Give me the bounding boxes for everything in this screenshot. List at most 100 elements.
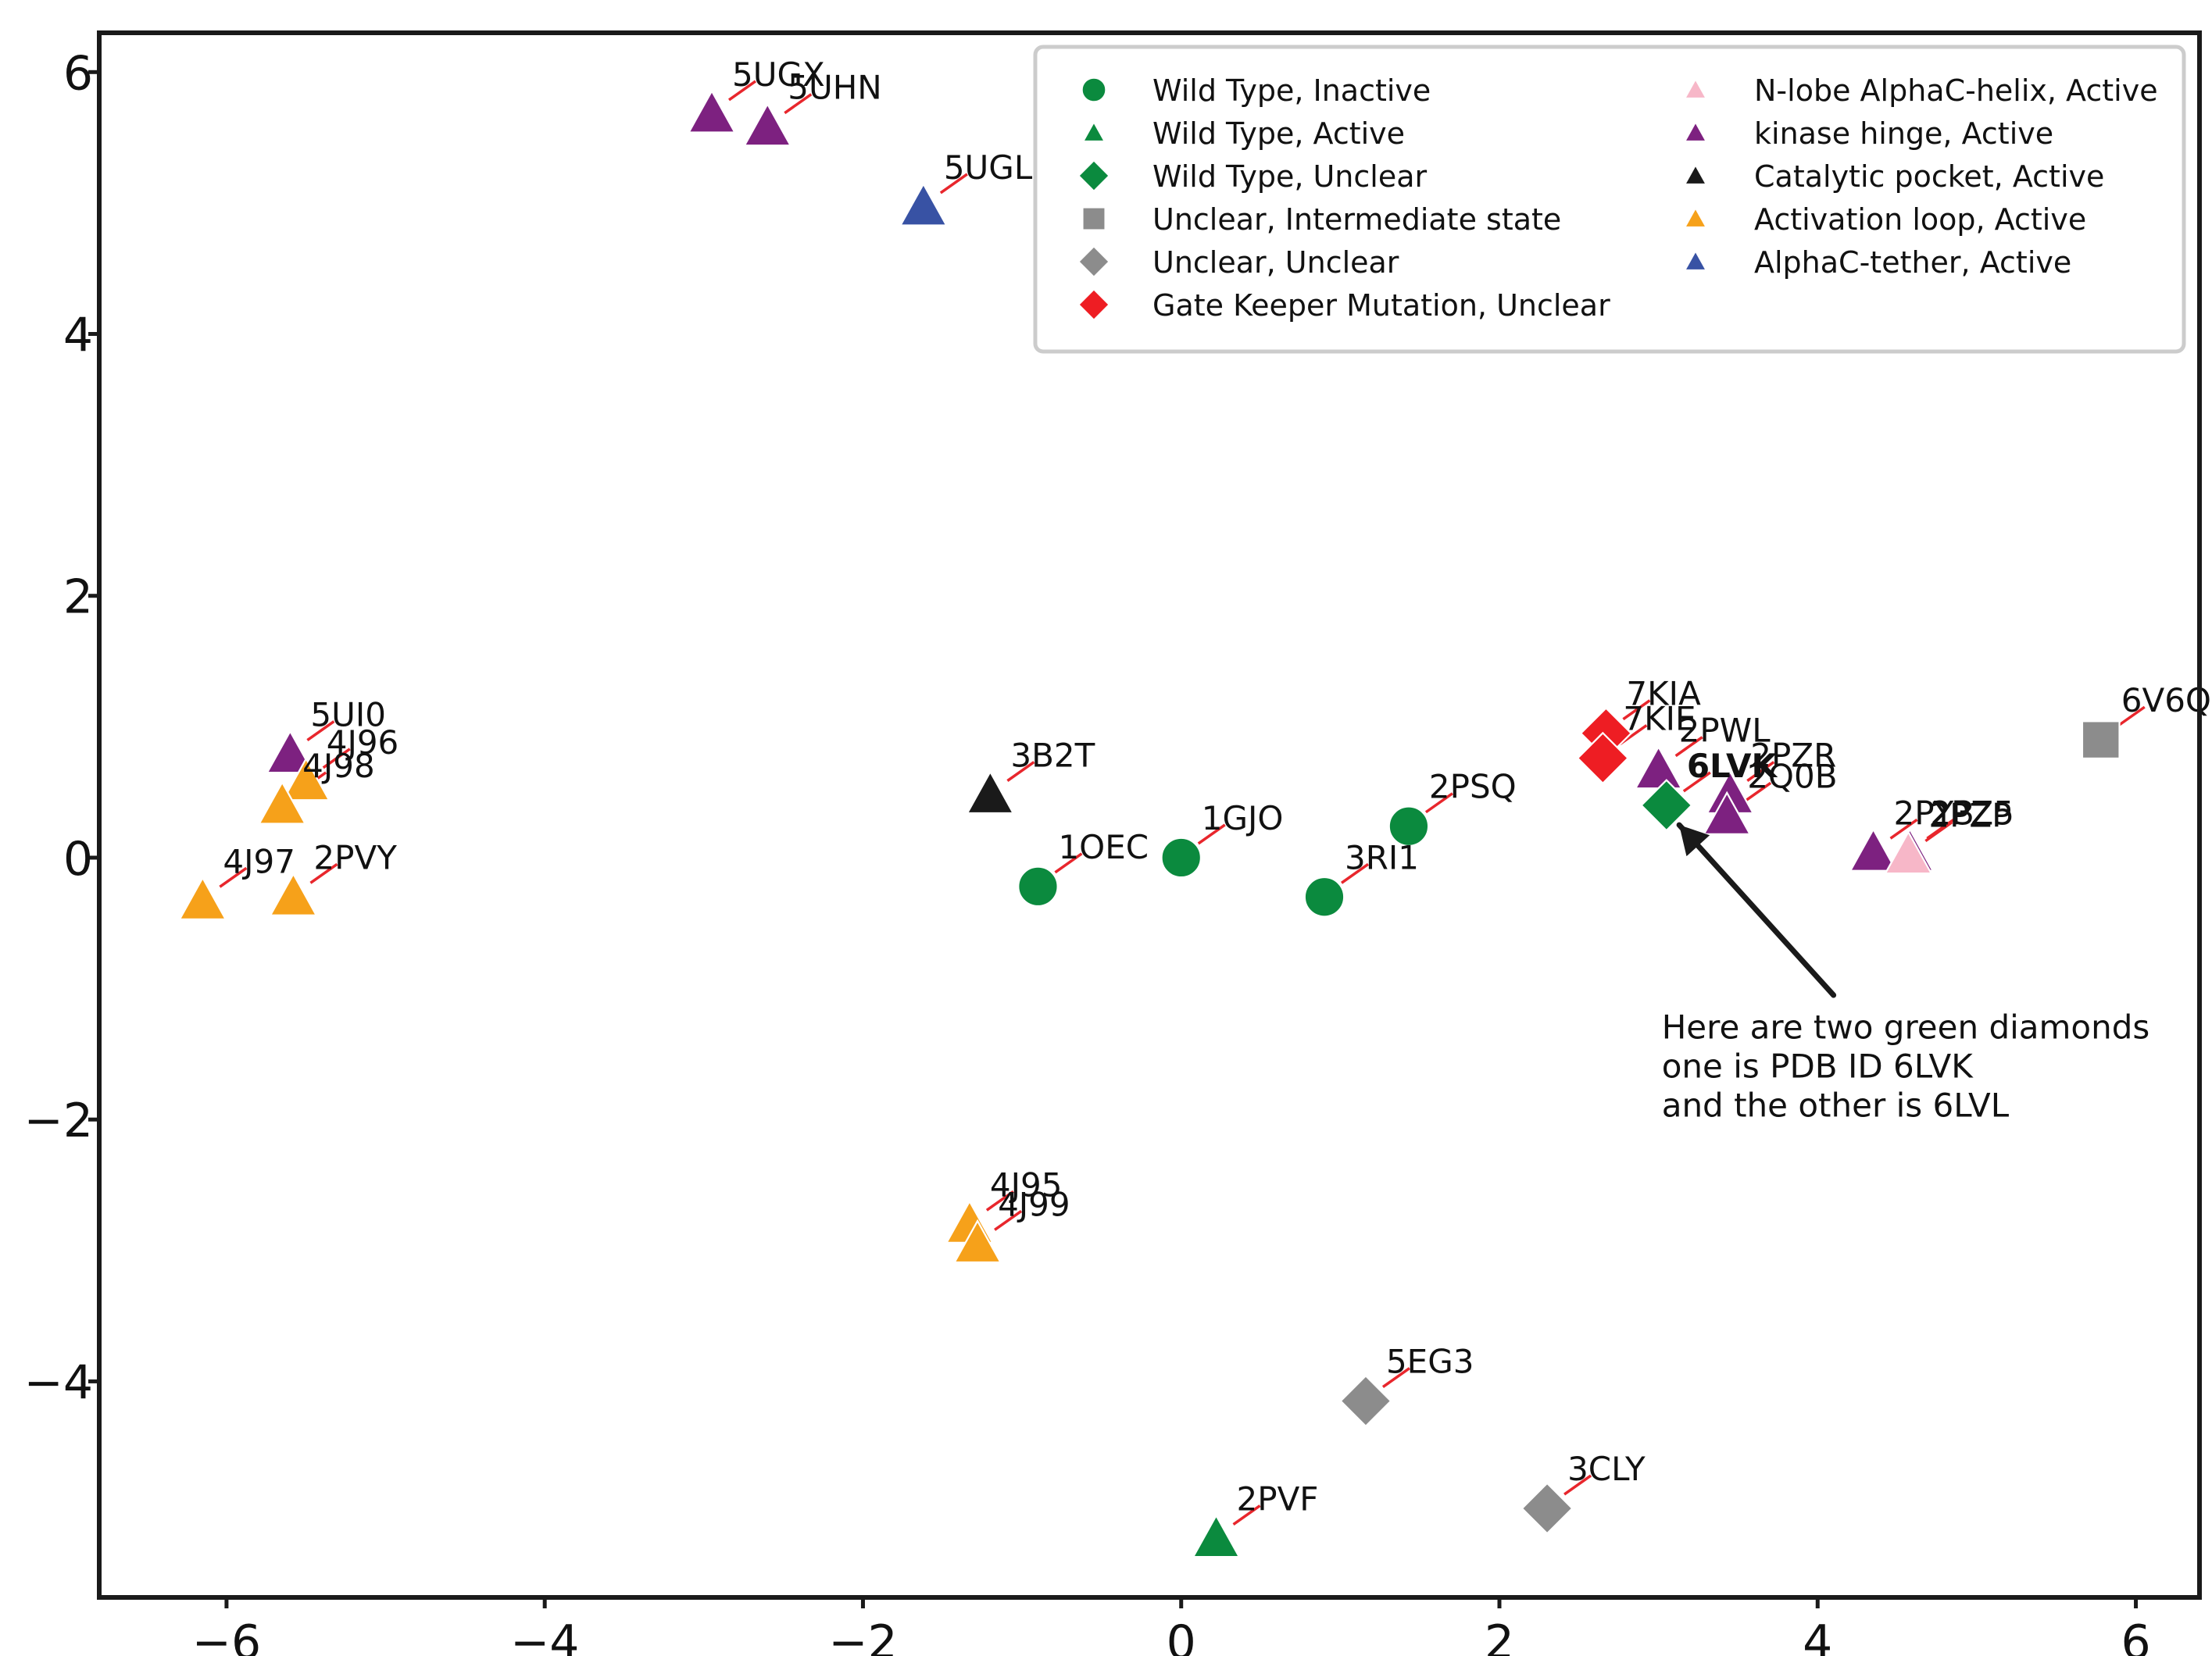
label-leader-line bbox=[939, 173, 968, 195]
label-leader-line bbox=[219, 866, 248, 888]
label-leader-line bbox=[994, 1210, 1023, 1231]
legend-marker bbox=[1683, 249, 1708, 271]
data-point bbox=[1388, 805, 1430, 848]
data-markers bbox=[178, 89, 2121, 1558]
legend-marker bbox=[1081, 206, 1106, 231]
label-leader-line bbox=[2117, 705, 2146, 727]
annotation-text-line: and the other is 6LVL bbox=[1662, 1086, 2010, 1124]
label-leader-line bbox=[1054, 852, 1083, 874]
plot-frame bbox=[97, 30, 2202, 1600]
y-tick-label: 2 bbox=[63, 570, 93, 625]
label-leader-line bbox=[1924, 821, 1953, 843]
data-label: 3CLY bbox=[1567, 1450, 1646, 1488]
label-leader-line bbox=[322, 748, 351, 769]
data-label: 2PVF bbox=[1237, 1480, 1319, 1519]
data-point bbox=[1339, 1374, 1392, 1428]
data-label: 6LVK bbox=[1687, 747, 1778, 785]
data-point bbox=[1192, 1513, 1241, 1558]
x-tick-label: −2 bbox=[828, 1615, 897, 1656]
data-point bbox=[281, 757, 331, 801]
label-leader-line bbox=[784, 93, 813, 115]
data-point bbox=[2081, 720, 2121, 760]
label-leader-line bbox=[1674, 736, 1703, 758]
legend-label: Unclear, Intermediate state bbox=[1152, 202, 1561, 237]
label-leader-line bbox=[1682, 771, 1711, 793]
data-label: 3B2T bbox=[1010, 737, 1095, 775]
data-label: 5UGL bbox=[944, 148, 1033, 187]
legend-marker bbox=[1683, 77, 1708, 99]
data-label: 3RI1 bbox=[1345, 838, 1419, 876]
legend-marker bbox=[1081, 77, 1107, 103]
data-point bbox=[178, 876, 227, 920]
label-leader-line bbox=[1006, 761, 1035, 782]
label-leader-line bbox=[1381, 1367, 1410, 1389]
data-label: 1OEC bbox=[1058, 828, 1149, 866]
data-point bbox=[1160, 837, 1202, 879]
legend-label: Unclear, Unclear bbox=[1152, 245, 1399, 280]
data-label: 2PWL bbox=[1679, 712, 1771, 750]
legend-marker bbox=[1683, 163, 1708, 185]
y-tick-label: −2 bbox=[24, 1094, 93, 1148]
data-label: 2Q0B bbox=[1747, 757, 1837, 795]
data-point bbox=[1303, 876, 1345, 918]
legend-marker bbox=[1683, 206, 1708, 228]
label-leader-line bbox=[309, 862, 338, 884]
y-tick-label: 0 bbox=[63, 832, 93, 887]
legend-label: kinase hinge, Active bbox=[1754, 116, 2053, 151]
y-tick-label: 4 bbox=[63, 309, 93, 363]
data-point bbox=[266, 729, 315, 774]
data-point bbox=[269, 872, 318, 916]
label-leader-line bbox=[1563, 1474, 1592, 1496]
x-tick-label: −6 bbox=[192, 1615, 261, 1656]
data-label: 4J97 bbox=[223, 842, 295, 880]
legend-label: N-lobe AlphaC-helix, Active bbox=[1754, 73, 2158, 108]
data-label: 4J99 bbox=[998, 1185, 1070, 1223]
data-point bbox=[1702, 791, 1752, 835]
data-point bbox=[1640, 779, 1693, 832]
label-leader-line bbox=[985, 1190, 1014, 1212]
data-label: 7KIE bbox=[1623, 700, 1696, 738]
data-label: 2PY3 bbox=[1894, 794, 1975, 832]
x-tick-label: 0 bbox=[1167, 1615, 1196, 1656]
y-tick-label: 6 bbox=[63, 46, 93, 101]
label-leader-line bbox=[1340, 862, 1370, 884]
label-leader-line bbox=[727, 80, 757, 102]
label-leader-line bbox=[1889, 818, 1918, 840]
annotation-text-line: Here are two green diamonds bbox=[1662, 1008, 2150, 1046]
annotation-arrow-head bbox=[1679, 825, 1710, 857]
data-point bbox=[1521, 1482, 1574, 1535]
data-label: 2PZ5 bbox=[1930, 794, 2014, 832]
data-label: 4J96 bbox=[327, 723, 399, 762]
x-tick-label: 4 bbox=[1803, 1615, 1832, 1656]
label-leader-line bbox=[306, 720, 335, 741]
data-point bbox=[257, 780, 307, 825]
y-tick-label: −4 bbox=[24, 1355, 93, 1410]
legend-marker bbox=[1077, 159, 1110, 192]
data-label: 6V6Q bbox=[2121, 681, 2211, 719]
data-point bbox=[952, 1219, 1002, 1264]
data-label: 5UGX bbox=[732, 55, 825, 94]
data-label: 5UI0 bbox=[310, 696, 386, 734]
data-point bbox=[1884, 830, 1933, 875]
x-tick-label: −4 bbox=[510, 1615, 579, 1656]
data-label: 5UHN bbox=[788, 69, 881, 107]
annotation-arrow-shaft bbox=[1676, 822, 1837, 998]
axis-ticks: −6 −4 −2 0 2 4 6 −4 −2 0 2 4 6 bbox=[24, 46, 2151, 1656]
data-label: 7KIA bbox=[1626, 675, 1701, 713]
data-label: 2PZP bbox=[1928, 797, 2011, 835]
legend-label: Wild Type, Active bbox=[1152, 116, 1405, 151]
label-leader-line bbox=[1424, 792, 1453, 814]
data-label: 4J95 bbox=[990, 1165, 1063, 1204]
data-point bbox=[1576, 731, 1630, 785]
label-leader-line bbox=[1622, 699, 1651, 721]
legend-marker bbox=[1077, 288, 1110, 321]
data-label: 2PVY bbox=[313, 838, 397, 876]
data-point bbox=[1017, 865, 1059, 908]
label-leader-line bbox=[1232, 1504, 1261, 1526]
annotation-text-line: one is PDB ID 6LVK bbox=[1662, 1047, 1974, 1085]
label-leader-line bbox=[1746, 761, 1775, 782]
label-leader-line bbox=[1743, 781, 1772, 803]
legend-label: AlphaC-tether, Active bbox=[1754, 245, 2071, 280]
